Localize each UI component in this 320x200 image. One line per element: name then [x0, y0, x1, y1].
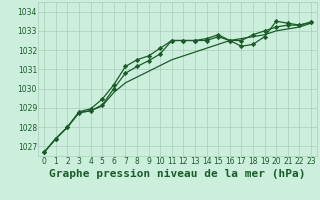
X-axis label: Graphe pression niveau de la mer (hPa): Graphe pression niveau de la mer (hPa) — [49, 169, 306, 179]
